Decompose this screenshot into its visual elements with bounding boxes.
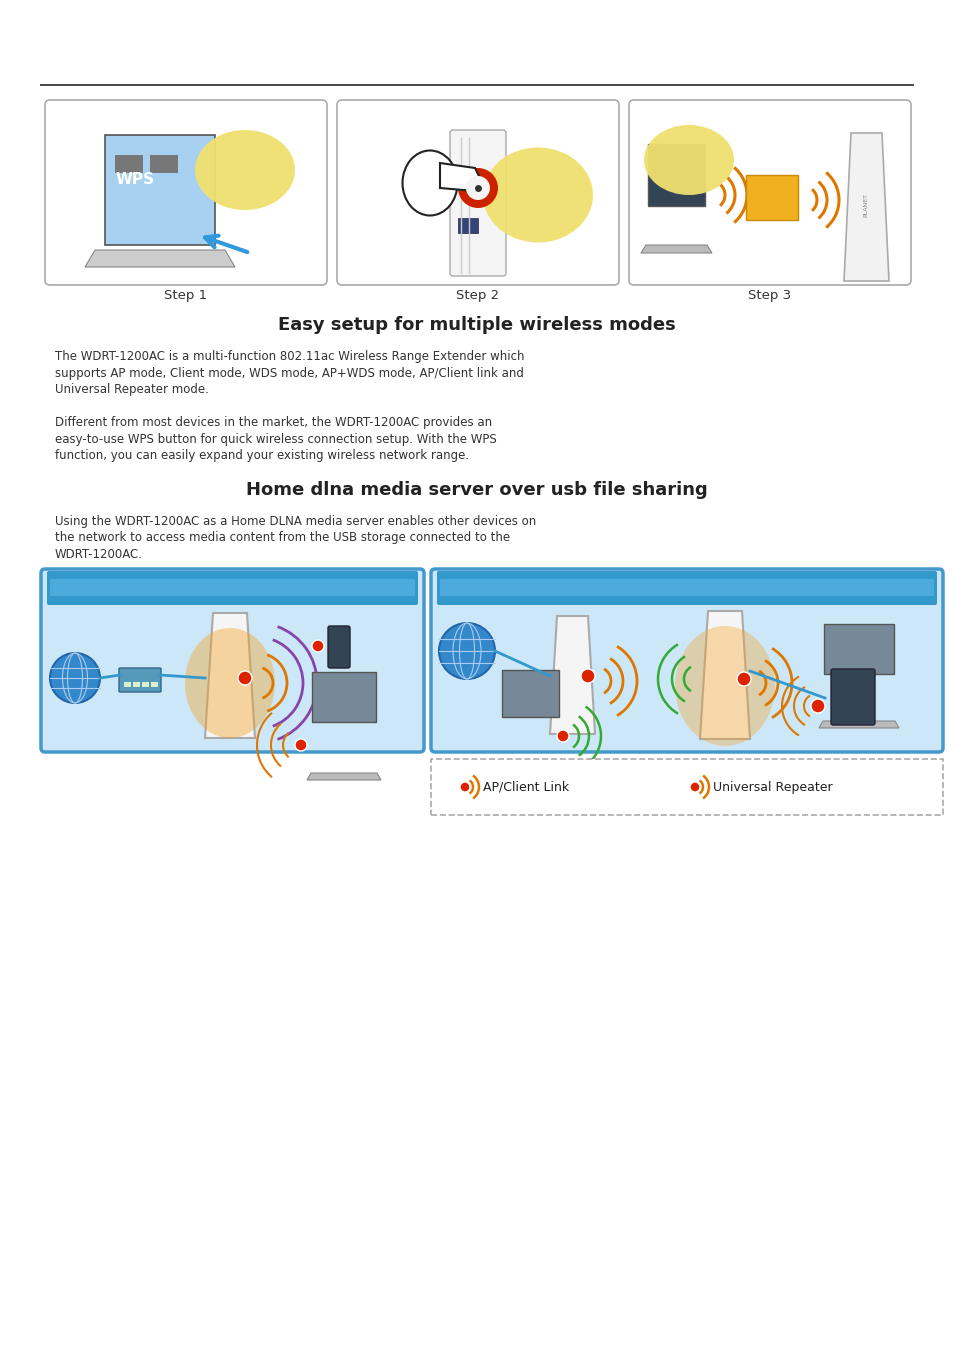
Text: Step 1: Step 1 bbox=[164, 289, 208, 301]
FancyBboxPatch shape bbox=[151, 682, 158, 687]
FancyBboxPatch shape bbox=[436, 571, 936, 605]
FancyBboxPatch shape bbox=[115, 155, 143, 173]
Polygon shape bbox=[205, 613, 254, 738]
FancyBboxPatch shape bbox=[823, 624, 893, 674]
Ellipse shape bbox=[482, 147, 593, 243]
FancyBboxPatch shape bbox=[501, 670, 558, 717]
FancyBboxPatch shape bbox=[45, 100, 327, 285]
FancyBboxPatch shape bbox=[47, 571, 417, 605]
Text: Step 2: Step 2 bbox=[456, 289, 499, 301]
FancyBboxPatch shape bbox=[50, 579, 415, 595]
Circle shape bbox=[689, 782, 700, 792]
FancyBboxPatch shape bbox=[312, 672, 375, 722]
Ellipse shape bbox=[643, 126, 733, 194]
FancyBboxPatch shape bbox=[628, 100, 910, 285]
FancyBboxPatch shape bbox=[328, 626, 350, 668]
Circle shape bbox=[50, 653, 100, 703]
Text: Step 3: Step 3 bbox=[748, 289, 791, 301]
Ellipse shape bbox=[402, 150, 457, 216]
Polygon shape bbox=[700, 612, 749, 738]
Polygon shape bbox=[550, 616, 595, 734]
Circle shape bbox=[465, 176, 490, 200]
Polygon shape bbox=[818, 721, 898, 728]
Ellipse shape bbox=[185, 628, 274, 738]
FancyBboxPatch shape bbox=[647, 144, 704, 207]
Polygon shape bbox=[745, 211, 767, 217]
Circle shape bbox=[457, 167, 497, 208]
Circle shape bbox=[237, 671, 252, 684]
Circle shape bbox=[580, 670, 595, 683]
FancyBboxPatch shape bbox=[745, 176, 797, 220]
Polygon shape bbox=[85, 250, 234, 267]
FancyBboxPatch shape bbox=[431, 568, 942, 752]
FancyBboxPatch shape bbox=[124, 682, 131, 687]
Polygon shape bbox=[439, 163, 479, 190]
Text: supports AP mode, Client mode, WDS mode, AP+WDS mode, AP/Client link and: supports AP mode, Client mode, WDS mode,… bbox=[55, 366, 523, 379]
FancyBboxPatch shape bbox=[150, 155, 178, 173]
Text: WDRT-1200AC.: WDRT-1200AC. bbox=[55, 548, 143, 562]
FancyBboxPatch shape bbox=[439, 579, 933, 595]
FancyBboxPatch shape bbox=[431, 759, 942, 815]
Text: Easy setup for multiple wireless modes: Easy setup for multiple wireless modes bbox=[278, 316, 675, 333]
Ellipse shape bbox=[675, 626, 774, 747]
FancyBboxPatch shape bbox=[457, 217, 477, 234]
Text: the network to access media content from the USB storage connected to the: the network to access media content from… bbox=[55, 532, 510, 544]
Circle shape bbox=[438, 622, 495, 679]
FancyBboxPatch shape bbox=[132, 682, 140, 687]
FancyBboxPatch shape bbox=[830, 670, 874, 725]
Text: Universal Repeater mode.: Universal Repeater mode. bbox=[55, 383, 209, 396]
Text: AP/Client Link: AP/Client Link bbox=[482, 780, 569, 794]
Text: Different from most devices in the market, the WDRT-1200AC provides an: Different from most devices in the marke… bbox=[55, 416, 492, 429]
Text: WPS: WPS bbox=[115, 173, 154, 188]
Polygon shape bbox=[307, 774, 380, 780]
Circle shape bbox=[737, 672, 750, 686]
FancyBboxPatch shape bbox=[119, 668, 161, 693]
Text: easy-to-use WPS button for quick wireless connection setup. With the WPS: easy-to-use WPS button for quick wireles… bbox=[55, 432, 497, 446]
Text: PLANET: PLANET bbox=[862, 193, 867, 217]
Polygon shape bbox=[843, 134, 888, 281]
Polygon shape bbox=[497, 761, 563, 768]
Circle shape bbox=[459, 782, 470, 792]
Circle shape bbox=[312, 640, 324, 652]
FancyBboxPatch shape bbox=[142, 682, 149, 687]
Polygon shape bbox=[640, 244, 711, 252]
FancyBboxPatch shape bbox=[41, 568, 423, 752]
FancyBboxPatch shape bbox=[450, 130, 505, 275]
Text: function, you can easily expand your existing wireless network range.: function, you can easily expand your exi… bbox=[55, 450, 469, 462]
Text: Home dlna media server over usb file sharing: Home dlna media server over usb file sha… bbox=[246, 481, 707, 500]
Circle shape bbox=[294, 738, 307, 751]
Circle shape bbox=[810, 699, 824, 713]
Polygon shape bbox=[105, 135, 214, 244]
Text: Using the WDRT-1200AC as a Home DLNA media server enables other devices on: Using the WDRT-1200AC as a Home DLNA med… bbox=[55, 514, 536, 528]
FancyBboxPatch shape bbox=[336, 100, 618, 285]
Text: Universal Repeater: Universal Repeater bbox=[712, 780, 832, 794]
Ellipse shape bbox=[194, 130, 294, 211]
Text: The WDRT-1200AC is a multi-function 802.11ac Wireless Range Extender which: The WDRT-1200AC is a multi-function 802.… bbox=[55, 350, 524, 363]
Circle shape bbox=[557, 730, 568, 742]
